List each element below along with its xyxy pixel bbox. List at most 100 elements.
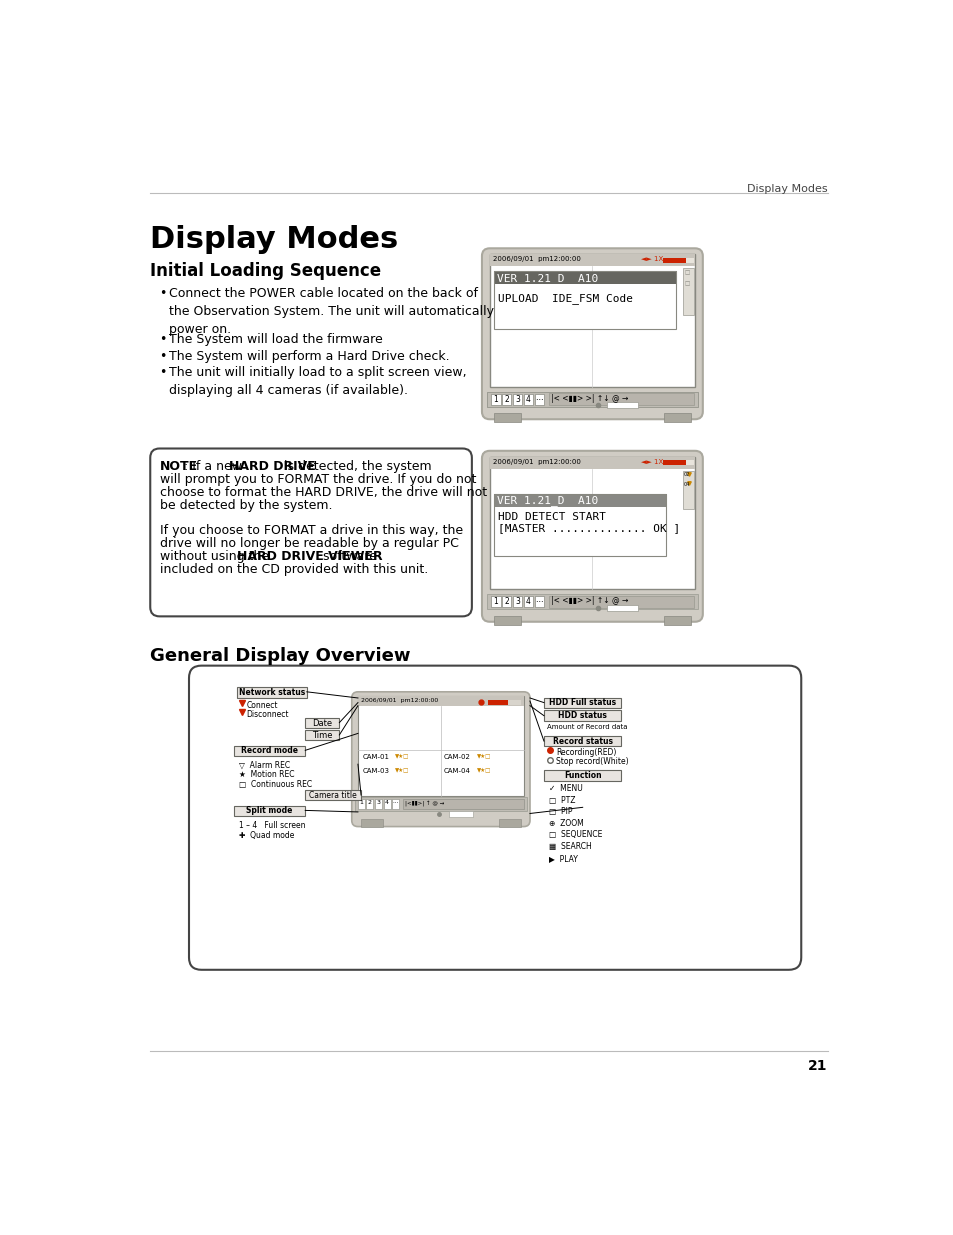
Bar [501, 394, 511, 405]
Bar [402, 799, 523, 809]
Bar [366, 799, 373, 809]
Bar [493, 615, 520, 625]
FancyBboxPatch shape [481, 248, 702, 419]
Bar [236, 687, 307, 698]
Text: HARD DRIVE: HARD DRIVE [229, 461, 315, 473]
Text: 3: 3 [376, 799, 380, 805]
FancyBboxPatch shape [150, 448, 472, 616]
Text: 2006/09/01  pm12:00:00: 2006/09/01 pm12:00:00 [360, 698, 437, 703]
Text: Function: Function [563, 771, 601, 781]
Bar [448, 811, 473, 816]
Text: Disconnect: Disconnect [246, 710, 289, 719]
Bar [548, 393, 693, 405]
Bar [543, 736, 620, 746]
Text: □  PTZ: □ PTZ [548, 795, 575, 805]
Text: Date: Date [312, 719, 332, 727]
Text: is detected, the system: is detected, the system [279, 461, 431, 473]
Text: ✓  MENU: ✓ MENU [548, 784, 581, 793]
Text: ◄► 1X: ◄► 1X [640, 458, 662, 464]
Bar [685, 461, 693, 466]
Text: |< <▮▮> >| ↑↓ @ →: |< <▮▮> >| ↑↓ @ → [550, 394, 628, 403]
Text: CAM-04: CAM-04 [443, 768, 471, 774]
Text: HARD DRIVE VIEWER: HARD DRIVE VIEWER [236, 550, 382, 563]
Bar [663, 615, 691, 625]
Text: CAM-01: CAM-01 [362, 755, 389, 761]
Bar [233, 746, 305, 756]
Text: ▽  Alarm REC: ▽ Alarm REC [238, 761, 290, 769]
Bar [486, 594, 698, 609]
Bar [543, 771, 620, 782]
Bar [360, 819, 382, 826]
Text: 3: 3 [515, 395, 519, 404]
Bar [523, 394, 533, 405]
Text: ▼★□: ▼★□ [395, 768, 409, 773]
Bar [685, 258, 693, 263]
Text: The System will perform a Hard Drive check.: The System will perform a Hard Drive che… [169, 350, 449, 363]
FancyBboxPatch shape [189, 666, 801, 969]
Text: •: • [159, 350, 167, 363]
Text: Connect: Connect [246, 701, 277, 710]
Bar [661, 461, 685, 466]
Text: 2: 2 [504, 597, 509, 606]
Text: Camera title: Camera title [309, 790, 356, 800]
Text: 4: 4 [525, 395, 530, 404]
Text: HDD DETECT START: HDD DETECT START [497, 513, 605, 522]
Bar [498, 819, 520, 826]
Bar [491, 394, 500, 405]
Text: Initial Loading Sequence: Initial Loading Sequence [150, 262, 381, 280]
Bar [663, 412, 691, 422]
Text: 04: 04 [682, 482, 689, 487]
Text: included on the CD provided with this unit.: included on the CD provided with this un… [159, 563, 427, 577]
Text: VER 1.21_D  A10: VER 1.21_D A10 [497, 273, 598, 284]
Bar [494, 272, 676, 284]
Text: |< <▮▮> >| ↑↓ @ →: |< <▮▮> >| ↑↓ @ → [550, 597, 628, 605]
Text: □  SEQUENCE: □ SEQUENCE [548, 830, 601, 840]
Text: CAM-03: CAM-03 [362, 768, 389, 774]
Bar [494, 494, 665, 508]
Bar [534, 597, 543, 608]
Bar [661, 258, 685, 263]
Text: Display Modes: Display Modes [746, 184, 827, 194]
Bar [494, 272, 676, 330]
Bar [682, 471, 693, 509]
Text: Display Modes: Display Modes [150, 225, 398, 254]
Bar [392, 799, 398, 809]
Text: NOTE: NOTE [159, 461, 197, 473]
Bar [357, 697, 523, 706]
Text: If you choose to FORMAT a drive in this way, the: If you choose to FORMAT a drive in this … [159, 524, 462, 537]
Bar [494, 494, 665, 556]
Text: ▼★□: ▼★□ [476, 755, 491, 760]
Text: Stop record(White): Stop record(White) [556, 757, 628, 766]
Text: ◄► 1X: ◄► 1X [640, 256, 662, 262]
FancyBboxPatch shape [481, 451, 702, 621]
Text: ▶  PLAY: ▶ PLAY [548, 853, 577, 862]
Bar [486, 391, 698, 406]
Text: 4: 4 [385, 799, 389, 805]
Bar [607, 403, 638, 409]
Text: •: • [159, 366, 167, 379]
Bar [682, 268, 693, 315]
Bar [513, 597, 521, 608]
Text: □
□: □ □ [683, 270, 689, 285]
Text: drive will no longer be readable by a regular PC: drive will no longer be readable by a re… [159, 537, 458, 550]
Bar [543, 698, 620, 708]
Bar [489, 254, 695, 266]
Text: •: • [159, 333, 167, 346]
Text: will prompt you to FORMAT the drive. If you do not: will prompt you to FORMAT the drive. If … [159, 473, 476, 487]
Bar [489, 457, 695, 468]
Bar [488, 699, 508, 705]
Text: CAM-02: CAM-02 [443, 755, 471, 761]
Text: □  Continuous REC: □ Continuous REC [238, 779, 312, 789]
Text: ▼★□: ▼★□ [476, 768, 491, 773]
Text: Recording(RED): Recording(RED) [556, 748, 616, 757]
Text: : If a new: : If a new [184, 461, 246, 473]
Bar [523, 597, 533, 608]
Text: ✚  Quad mode: ✚ Quad mode [238, 831, 294, 840]
Text: ▦  SEARCH: ▦ SEARCH [548, 842, 591, 851]
Bar [355, 798, 526, 811]
Text: 1: 1 [359, 799, 363, 805]
Text: 1: 1 [493, 597, 497, 606]
Bar [493, 412, 520, 422]
Bar [543, 710, 620, 721]
Text: 21: 21 [807, 1060, 827, 1073]
